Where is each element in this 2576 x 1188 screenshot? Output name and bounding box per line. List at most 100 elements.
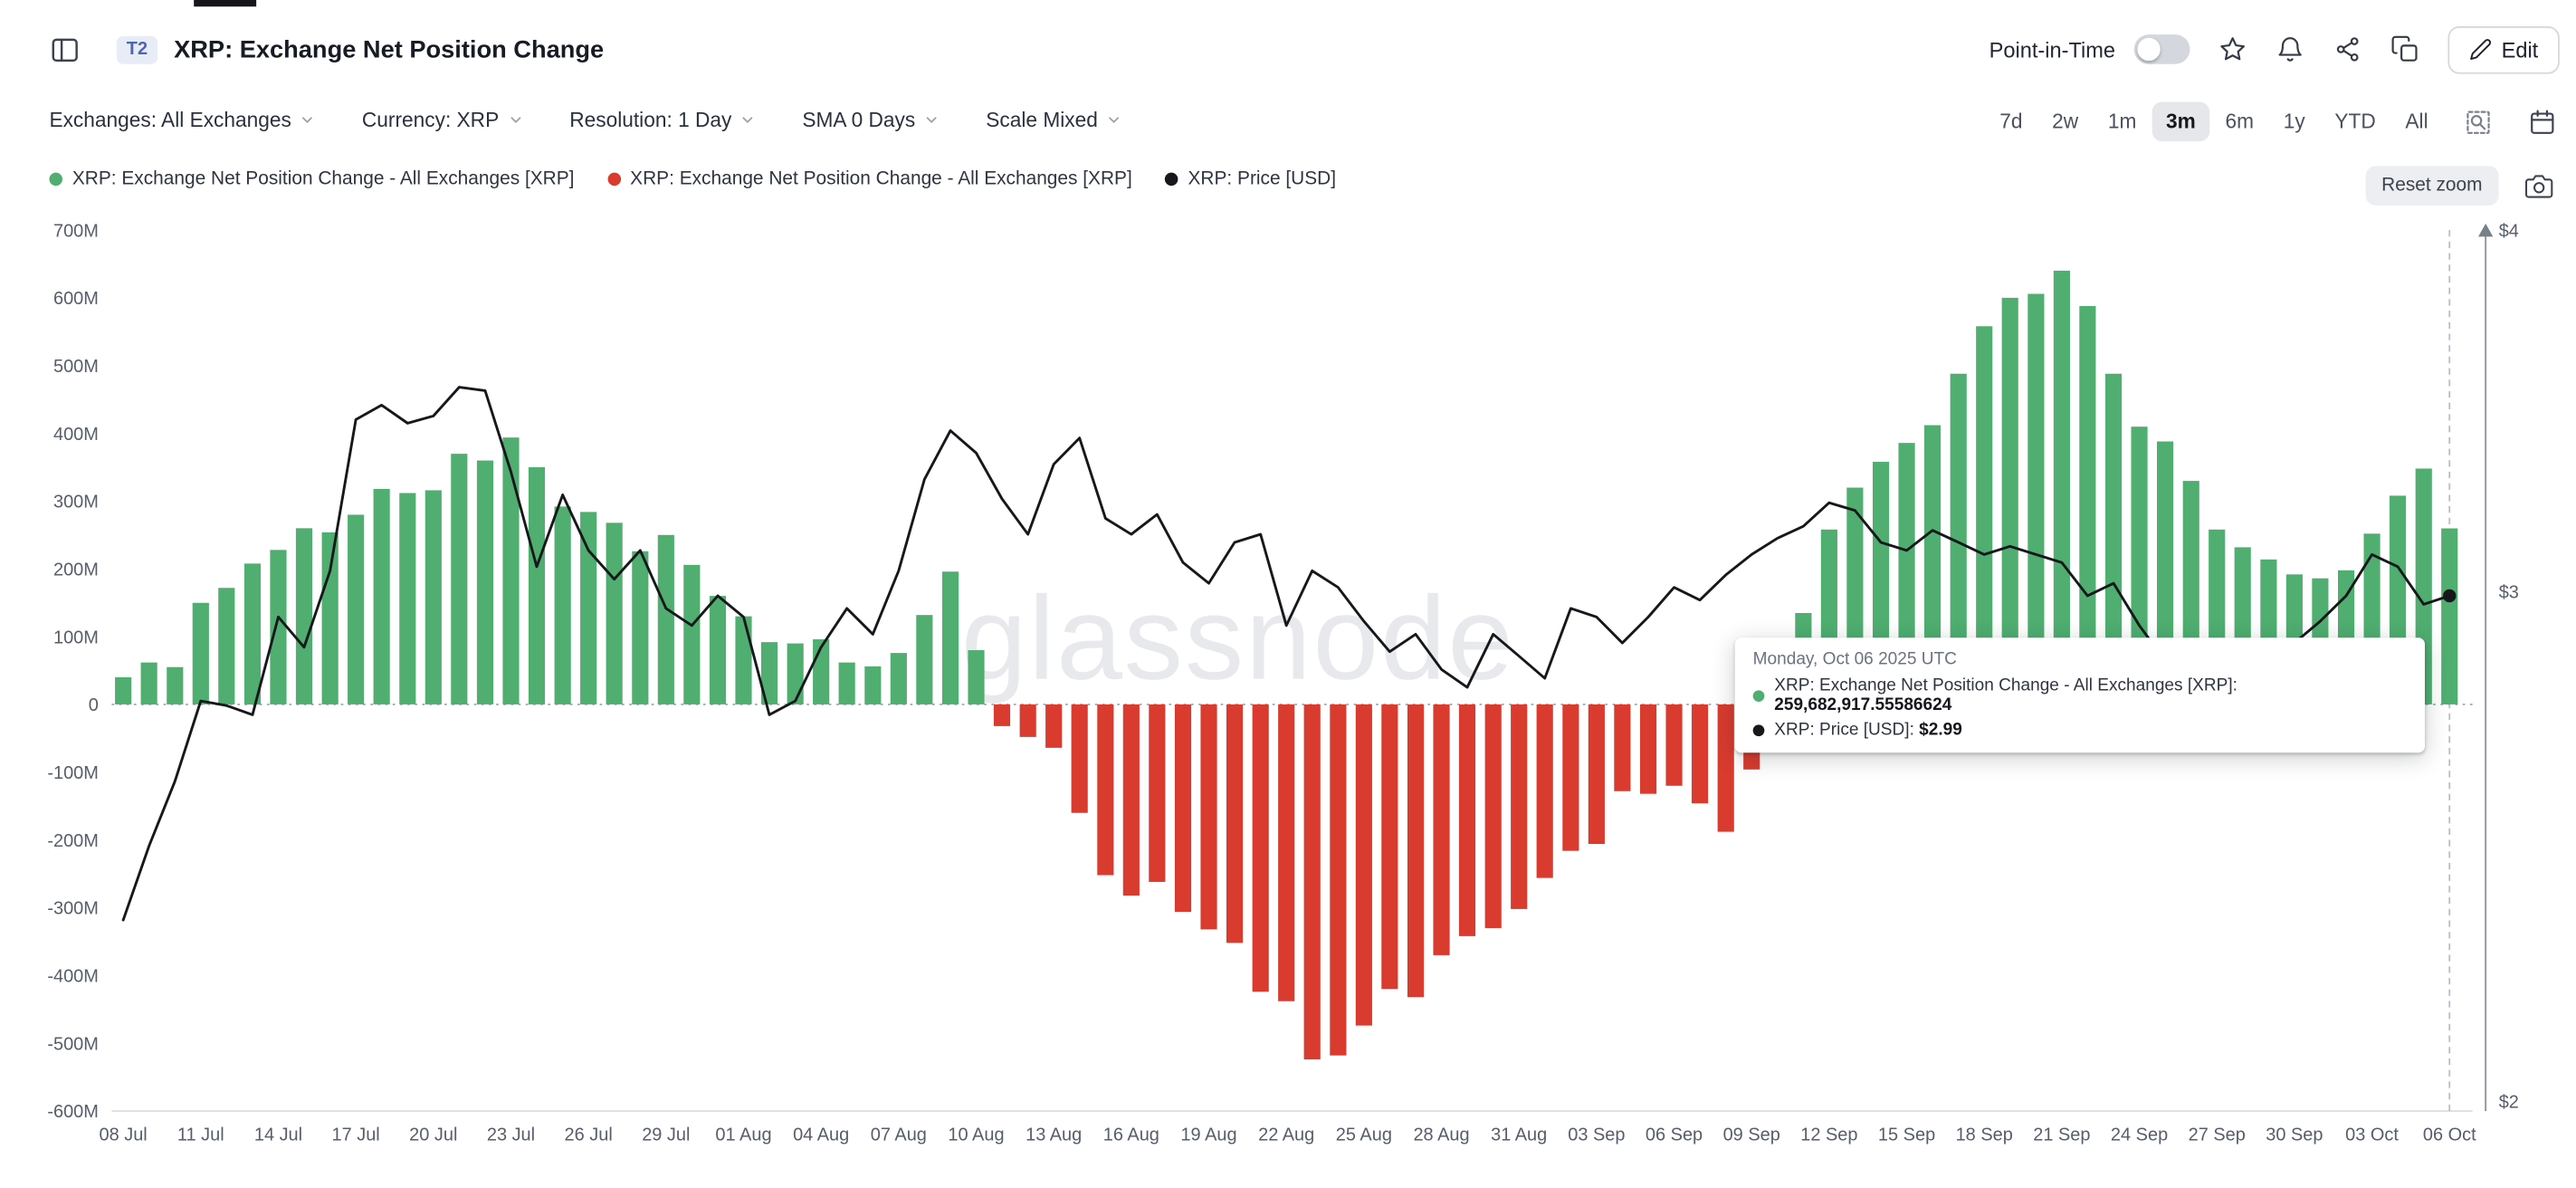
time-range-toolbar: 7d 2w 1m 3m 6m 1y YTD All [1987,101,2557,142]
svg-text:09 Sep: 09 Sep [1723,1126,1780,1145]
point-in-time-toggle[interactable] [2133,34,2190,64]
range-button-ytd[interactable]: YTD [2322,102,2389,142]
bar [916,615,933,704]
bar [502,437,520,704]
svg-text:300M: 300M [53,493,99,513]
svg-text:-400M: -400M [47,966,99,986]
green-dot-icon [1752,689,1765,702]
svg-text:06 Oct: 06 Oct [2423,1126,2476,1145]
bar [1614,704,1631,791]
alerts-button[interactable] [2275,34,2304,64]
chevron-down-icon [1109,117,1120,123]
bar [1407,704,1425,998]
tooltip-row-net-position: XRP: Exchange Net Position Change - All … [1752,675,2407,715]
range-button-1y[interactable]: 1y [2270,102,2318,142]
tooltip-price-text: XRP: Price [USD]: $2.99 [1774,719,1962,740]
red-dot-icon [606,172,621,187]
range-button-7d[interactable]: 7d [1987,102,2036,142]
star-icon [2219,37,2245,61]
svg-text:$2: $2 [2499,1092,2519,1112]
bar [760,642,778,704]
share-button[interactable] [2333,34,2362,64]
range-button-all[interactable]: All [2392,102,2441,142]
green-dot-icon [49,172,62,187]
bar [2079,305,2096,704]
bar [864,666,882,704]
svg-text:03 Sep: 03 Sep [1568,1126,1625,1145]
bar [373,488,390,704]
sma-dropdown[interactable]: SMA 0 Days [802,109,940,131]
bar [218,588,235,704]
legend-item-positive[interactable]: XRP: Exchange Net Position Change - All … [49,169,574,189]
price-line [121,386,2451,922]
bar [1665,704,1683,786]
share-icon [2336,37,2358,62]
svg-text:06 Sep: 06 Sep [1646,1126,1703,1145]
resolution-dropdown[interactable]: Resolution: 1 Day [569,109,756,131]
duplicate-button[interactable] [2390,34,2419,64]
bar [2104,373,2123,704]
bar [1252,704,1269,992]
bar [1717,704,1734,832]
svg-text:08 Jul: 08 Jul [100,1126,148,1145]
chart-legend: XRP: Exchange Net Position Change - All … [49,169,1336,189]
svg-text:400M: 400M [53,425,99,445]
bar [1019,704,1036,737]
svg-text:15 Sep: 15 Sep [1878,1126,1935,1145]
screenshot-button[interactable] [2524,172,2553,200]
bar [2441,528,2458,704]
edit-button[interactable]: Edit [2447,25,2560,73]
bar [295,528,313,704]
bar [2131,426,2148,704]
favorite-button[interactable] [2218,34,2247,64]
svg-text:600M: 600M [53,289,99,309]
bar [2027,293,2045,705]
exchanges-dropdown[interactable]: Exchanges: All Exchanges [49,109,316,131]
bar [1976,326,1993,704]
svg-text:-500M: -500M [47,1034,99,1054]
bar [1639,704,1657,794]
range-button-3m[interactable]: 3m [2152,101,2209,142]
bar [192,602,209,704]
svg-text:19 Aug: 19 Aug [1180,1126,1236,1145]
tooltip-date: Monday, Oct 06 2025 UTC [1752,648,1957,669]
legend-item-negative[interactable]: XRP: Exchange Net Position Change - All … [606,169,1132,189]
sidebar-toggle-button[interactable] [49,34,80,64]
svg-text:17 Jul: 17 Jul [332,1126,380,1145]
bar [2053,270,2070,704]
bar [838,662,855,705]
svg-text:-600M: -600M [47,1102,99,1122]
axis-arrow-icon [2478,223,2494,237]
bar [890,653,907,704]
bar [115,676,132,704]
scale-dropdown[interactable]: Scale Mixed [986,109,1122,131]
svg-text:0: 0 [89,695,99,715]
chevron-down-icon [510,117,520,123]
currency-dropdown[interactable]: Currency: XRP [362,109,524,131]
chart-tooltip: Monday, Oct 06 2025 UTC XRP: Exchange Ne… [1734,637,2426,753]
reset-zoom-button[interactable]: Reset zoom [2365,166,2499,206]
legend-item-price[interactable]: XRP: Price [USD] [1165,169,1336,189]
bar [941,571,959,704]
hovered-point-marker [2442,589,2457,603]
svg-text:100M: 100M [53,628,99,647]
header-left: T2 XRP: Exchange Net Position Change [49,23,604,75]
bar [1226,704,1244,944]
zoom-selection-button[interactable] [2465,108,2493,136]
bar [1950,373,1967,704]
bar [399,493,416,704]
tooltip-row-price: XRP: Price [USD]: $2.99 [1752,719,2407,740]
bar [1458,704,1476,936]
range-button-2w[interactable]: 2w [2039,102,2092,142]
range-button-1m[interactable]: 1m [2094,102,2150,142]
svg-text:22 Aug: 22 Aug [1258,1126,1314,1145]
price-line-series[interactable] [121,386,2457,922]
range-button-6m[interactable]: 6m [2212,102,2267,142]
camera-icon [2524,174,2553,197]
date-picker-button[interactable] [2528,108,2556,136]
bar [476,460,494,704]
bar [735,616,752,704]
